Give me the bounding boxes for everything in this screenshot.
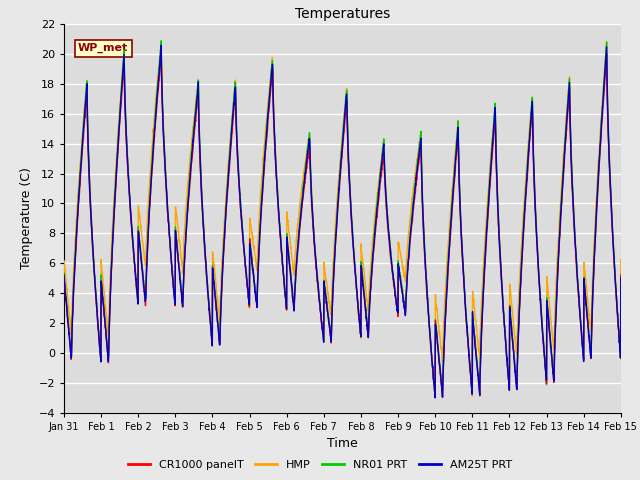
Line: CR1000 panelT: CR1000 panelT [64,53,621,397]
CR1000 panelT [617,273,625,278]
HMP [617,257,625,263]
NR01 PRT [568,173,576,179]
AM25T PRT [157,42,165,48]
HMP [431,394,439,400]
AM25T PRT [60,273,68,278]
HMP [216,312,223,318]
CR1000 panelT [438,394,446,400]
Line: HMP: HMP [64,41,621,397]
NR01 PRT [371,225,379,231]
Y-axis label: Temperature (C): Temperature (C) [20,168,33,269]
CR1000 panelT [359,277,367,283]
AM25T PRT [431,395,439,401]
NR01 PRT [60,271,68,276]
NR01 PRT [359,274,367,279]
HMP [358,257,366,263]
HMP [60,258,68,264]
AM25T PRT [584,317,591,323]
NR01 PRT [216,335,223,341]
NR01 PRT [584,314,591,320]
AM25T PRT [359,279,367,285]
NR01 PRT [505,376,513,382]
HMP [504,377,512,383]
AM25T PRT [617,275,625,281]
CR1000 panelT [584,318,591,324]
AM25T PRT [568,175,576,180]
AM25T PRT [216,342,223,348]
CR1000 panelT [60,274,68,279]
CR1000 panelT [568,184,576,190]
HMP [603,38,611,44]
CR1000 panelT [157,50,165,56]
X-axis label: Time: Time [327,437,358,450]
CR1000 panelT [216,340,223,346]
Text: WP_met: WP_met [78,43,128,53]
AM25T PRT [505,377,513,383]
CR1000 panelT [371,234,379,240]
HMP [568,168,575,173]
NR01 PRT [617,272,625,277]
Title: Temperatures: Temperatures [295,8,390,22]
AM25T PRT [371,231,379,237]
Legend: CR1000 panelT, HMP, NR01 PRT, AM25T PRT: CR1000 panelT, HMP, NR01 PRT, AM25T PRT [124,456,516,474]
Line: NR01 PRT: NR01 PRT [64,41,621,395]
NR01 PRT [431,392,439,398]
HMP [584,294,591,300]
HMP [371,218,378,224]
Line: AM25T PRT: AM25T PRT [64,45,621,398]
NR01 PRT [157,38,165,44]
CR1000 panelT [505,377,513,383]
